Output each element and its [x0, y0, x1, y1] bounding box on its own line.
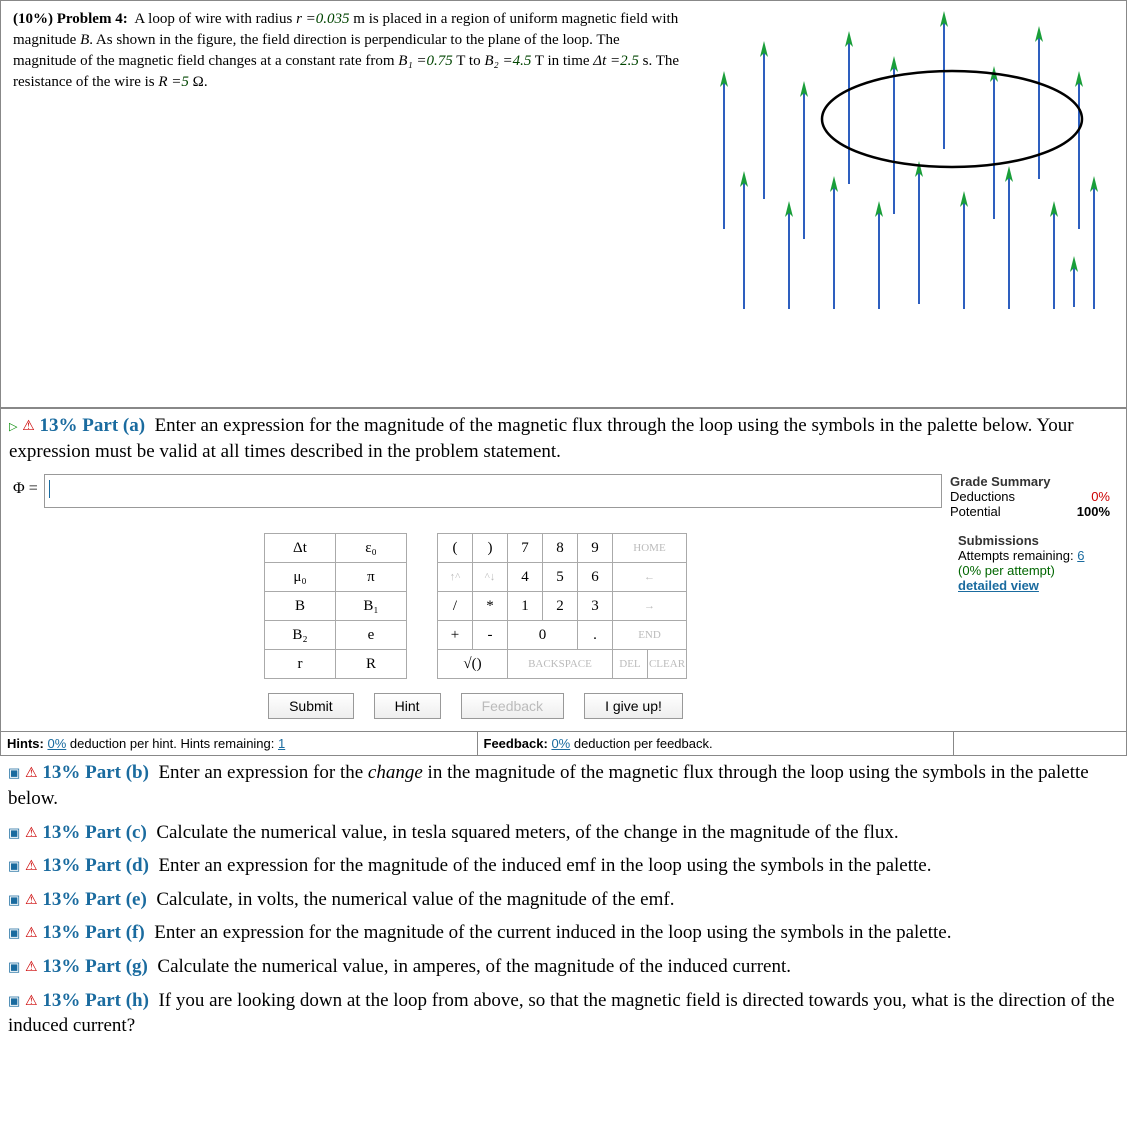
part-header[interactable]: ▣ ⚠ 13% Part (d) Enter an expression for… — [0, 849, 1127, 883]
numpad-key[interactable]: 1 — [507, 592, 542, 621]
warning-icon: ⚠ — [25, 926, 38, 941]
numpad-key[interactable]: 6 — [577, 563, 612, 592]
palette-key-Δt[interactable]: Δt — [264, 534, 335, 563]
palette: Δtε₀μ₀πBB₁B₂erR ()789HOME ↑^^↓456← /*123→ +… — [1, 525, 950, 683]
numpad-key[interactable]: → — [612, 592, 686, 621]
numpad-key[interactable]: 5 — [542, 563, 577, 592]
numpad-key[interactable]: ← — [612, 563, 686, 592]
warning-icon: ⚠ — [25, 960, 38, 975]
warning-icon: ⚠ — [25, 766, 38, 781]
problem-label: Problem 4: — [57, 11, 128, 27]
numpad-key[interactable]: 8 — [542, 534, 577, 563]
numpad-key[interactable]: √() — [437, 650, 507, 679]
collapse-icon[interactable]: ▣ — [8, 858, 20, 873]
numpad-key[interactable]: / — [437, 592, 472, 621]
submit-button[interactable]: Submit — [268, 693, 354, 719]
numpad-key[interactable]: 0 — [507, 621, 577, 650]
collapse-icon[interactable]: ▣ — [8, 825, 20, 840]
palette-key-B₁[interactable]: B₁ — [335, 592, 406, 621]
other-parts: ▣ ⚠ 13% Part (b) Enter an expression for… — [0, 756, 1127, 1043]
numpad-key[interactable]: 2 — [542, 592, 577, 621]
problem-statement: (10%) Problem 4: A loop of wire with rad… — [1, 1, 1126, 407]
palette-key-R[interactable]: R — [335, 650, 406, 679]
numpad-key[interactable]: 9 — [577, 534, 612, 563]
part-header[interactable]: ▣ ⚠ 13% Part (e) Calculate, in volts, th… — [0, 883, 1127, 917]
numpad-key[interactable]: DEL — [612, 650, 647, 679]
symbol-palette: Δtε₀μ₀πBB₁B₂erR — [264, 533, 407, 679]
part-header[interactable]: ▣ ⚠ 13% Part (h) If you are looking down… — [0, 984, 1127, 1043]
warning-icon: ⚠ — [25, 826, 38, 841]
feedback-button[interactable]: Feedback — [461, 693, 564, 719]
numpad-key[interactable]: END — [612, 621, 686, 650]
submissions-summary: Submissions Attempts remaining: 6 ((0% p… — [950, 525, 1126, 731]
numpad-key[interactable]: BACKSPACE — [507, 650, 612, 679]
palette-key-B₂[interactable]: B₂ — [264, 621, 335, 650]
numpad-key[interactable]: - — [472, 621, 507, 650]
numpad-key[interactable]: ( — [437, 534, 472, 563]
part-header[interactable]: ▣ ⚠ 13% Part (b) Enter an expression for… — [0, 756, 1127, 815]
numpad-key[interactable]: * — [472, 592, 507, 621]
palette-key-ε₀[interactable]: ε₀ — [335, 534, 406, 563]
numpad-key[interactable]: 3 — [577, 592, 612, 621]
numpad-palette: ()789HOME ↑^^↓456← /*123→ +-0.END √()BACKSPA… — [437, 533, 687, 679]
palette-key-π[interactable]: π — [335, 563, 406, 592]
numpad-key[interactable]: 4 — [507, 563, 542, 592]
hint-button[interactable]: Hint — [374, 693, 441, 719]
numpad-key[interactable]: ^↓ — [472, 563, 507, 592]
palette-key-B[interactable]: B — [264, 592, 335, 621]
answer-row: Φ = Grade Summary Deductions0% Potential… — [1, 468, 1126, 525]
feedback-info: Feedback: 0% deduction per feedback. — [478, 732, 955, 755]
palette-key-r[interactable]: r — [264, 650, 335, 679]
numpad-key[interactable]: CLEAR — [647, 650, 686, 679]
hints-info: Hints: 0% deduction per hint. Hints rema… — [1, 732, 478, 755]
part-header[interactable]: ▣ ⚠ 13% Part (f) Enter an expression for… — [0, 916, 1127, 950]
part-a-box: ▷ ⚠ 13% Part (a) Enter an expression for… — [0, 408, 1127, 756]
action-row: Submit Hint Feedback I give up! — [1, 683, 950, 731]
collapse-icon[interactable]: ▣ — [8, 993, 20, 1008]
warning-icon: ⚠ — [22, 419, 35, 434]
collapse-icon[interactable]: ▣ — [8, 765, 20, 780]
warning-icon: ⚠ — [25, 859, 38, 874]
problem-frame: (10%) Problem 4: A loop of wire with rad… — [0, 0, 1127, 408]
collapse-icon[interactable]: ▣ — [8, 959, 20, 974]
numpad-key[interactable]: + — [437, 621, 472, 650]
expand-icon[interactable]: ▷ — [9, 421, 17, 433]
part-header[interactable]: ▣ ⚠ 13% Part (g) Calculate the numerical… — [0, 950, 1127, 984]
part-header[interactable]: ▣ ⚠ 13% Part (c) Calculate the numerical… — [0, 816, 1127, 850]
hints-bar: Hints: 0% deduction per hint. Hints rema… — [1, 731, 1126, 755]
problem-figure — [694, 9, 1114, 309]
grade-summary: Grade Summary Deductions0% Potential100% — [942, 474, 1118, 519]
collapse-icon[interactable]: ▣ — [8, 892, 20, 907]
answer-input[interactable] — [44, 474, 942, 508]
warning-icon: ⚠ — [25, 994, 38, 1009]
detailed-view-link[interactable]: detailed view — [958, 578, 1039, 593]
numpad-key[interactable]: HOME — [612, 534, 686, 563]
collapse-icon[interactable]: ▣ — [8, 925, 20, 940]
part-a-title: ▷ ⚠ 13% Part (a) Enter an expression for… — [1, 409, 1126, 468]
warning-icon: ⚠ — [25, 893, 38, 908]
numpad-key[interactable]: . — [577, 621, 612, 650]
numpad-key[interactable]: ) — [472, 534, 507, 563]
problem-percent: (10%) — [13, 11, 53, 27]
giveup-button[interactable]: I give up! — [584, 693, 683, 719]
numpad-key[interactable]: ↑^ — [437, 563, 472, 592]
numpad-key[interactable]: 7 — [507, 534, 542, 563]
palette-key-μ₀[interactable]: μ₀ — [264, 563, 335, 592]
answer-prefix: Φ = — [9, 474, 44, 519]
palette-key-e[interactable]: e — [335, 621, 406, 650]
